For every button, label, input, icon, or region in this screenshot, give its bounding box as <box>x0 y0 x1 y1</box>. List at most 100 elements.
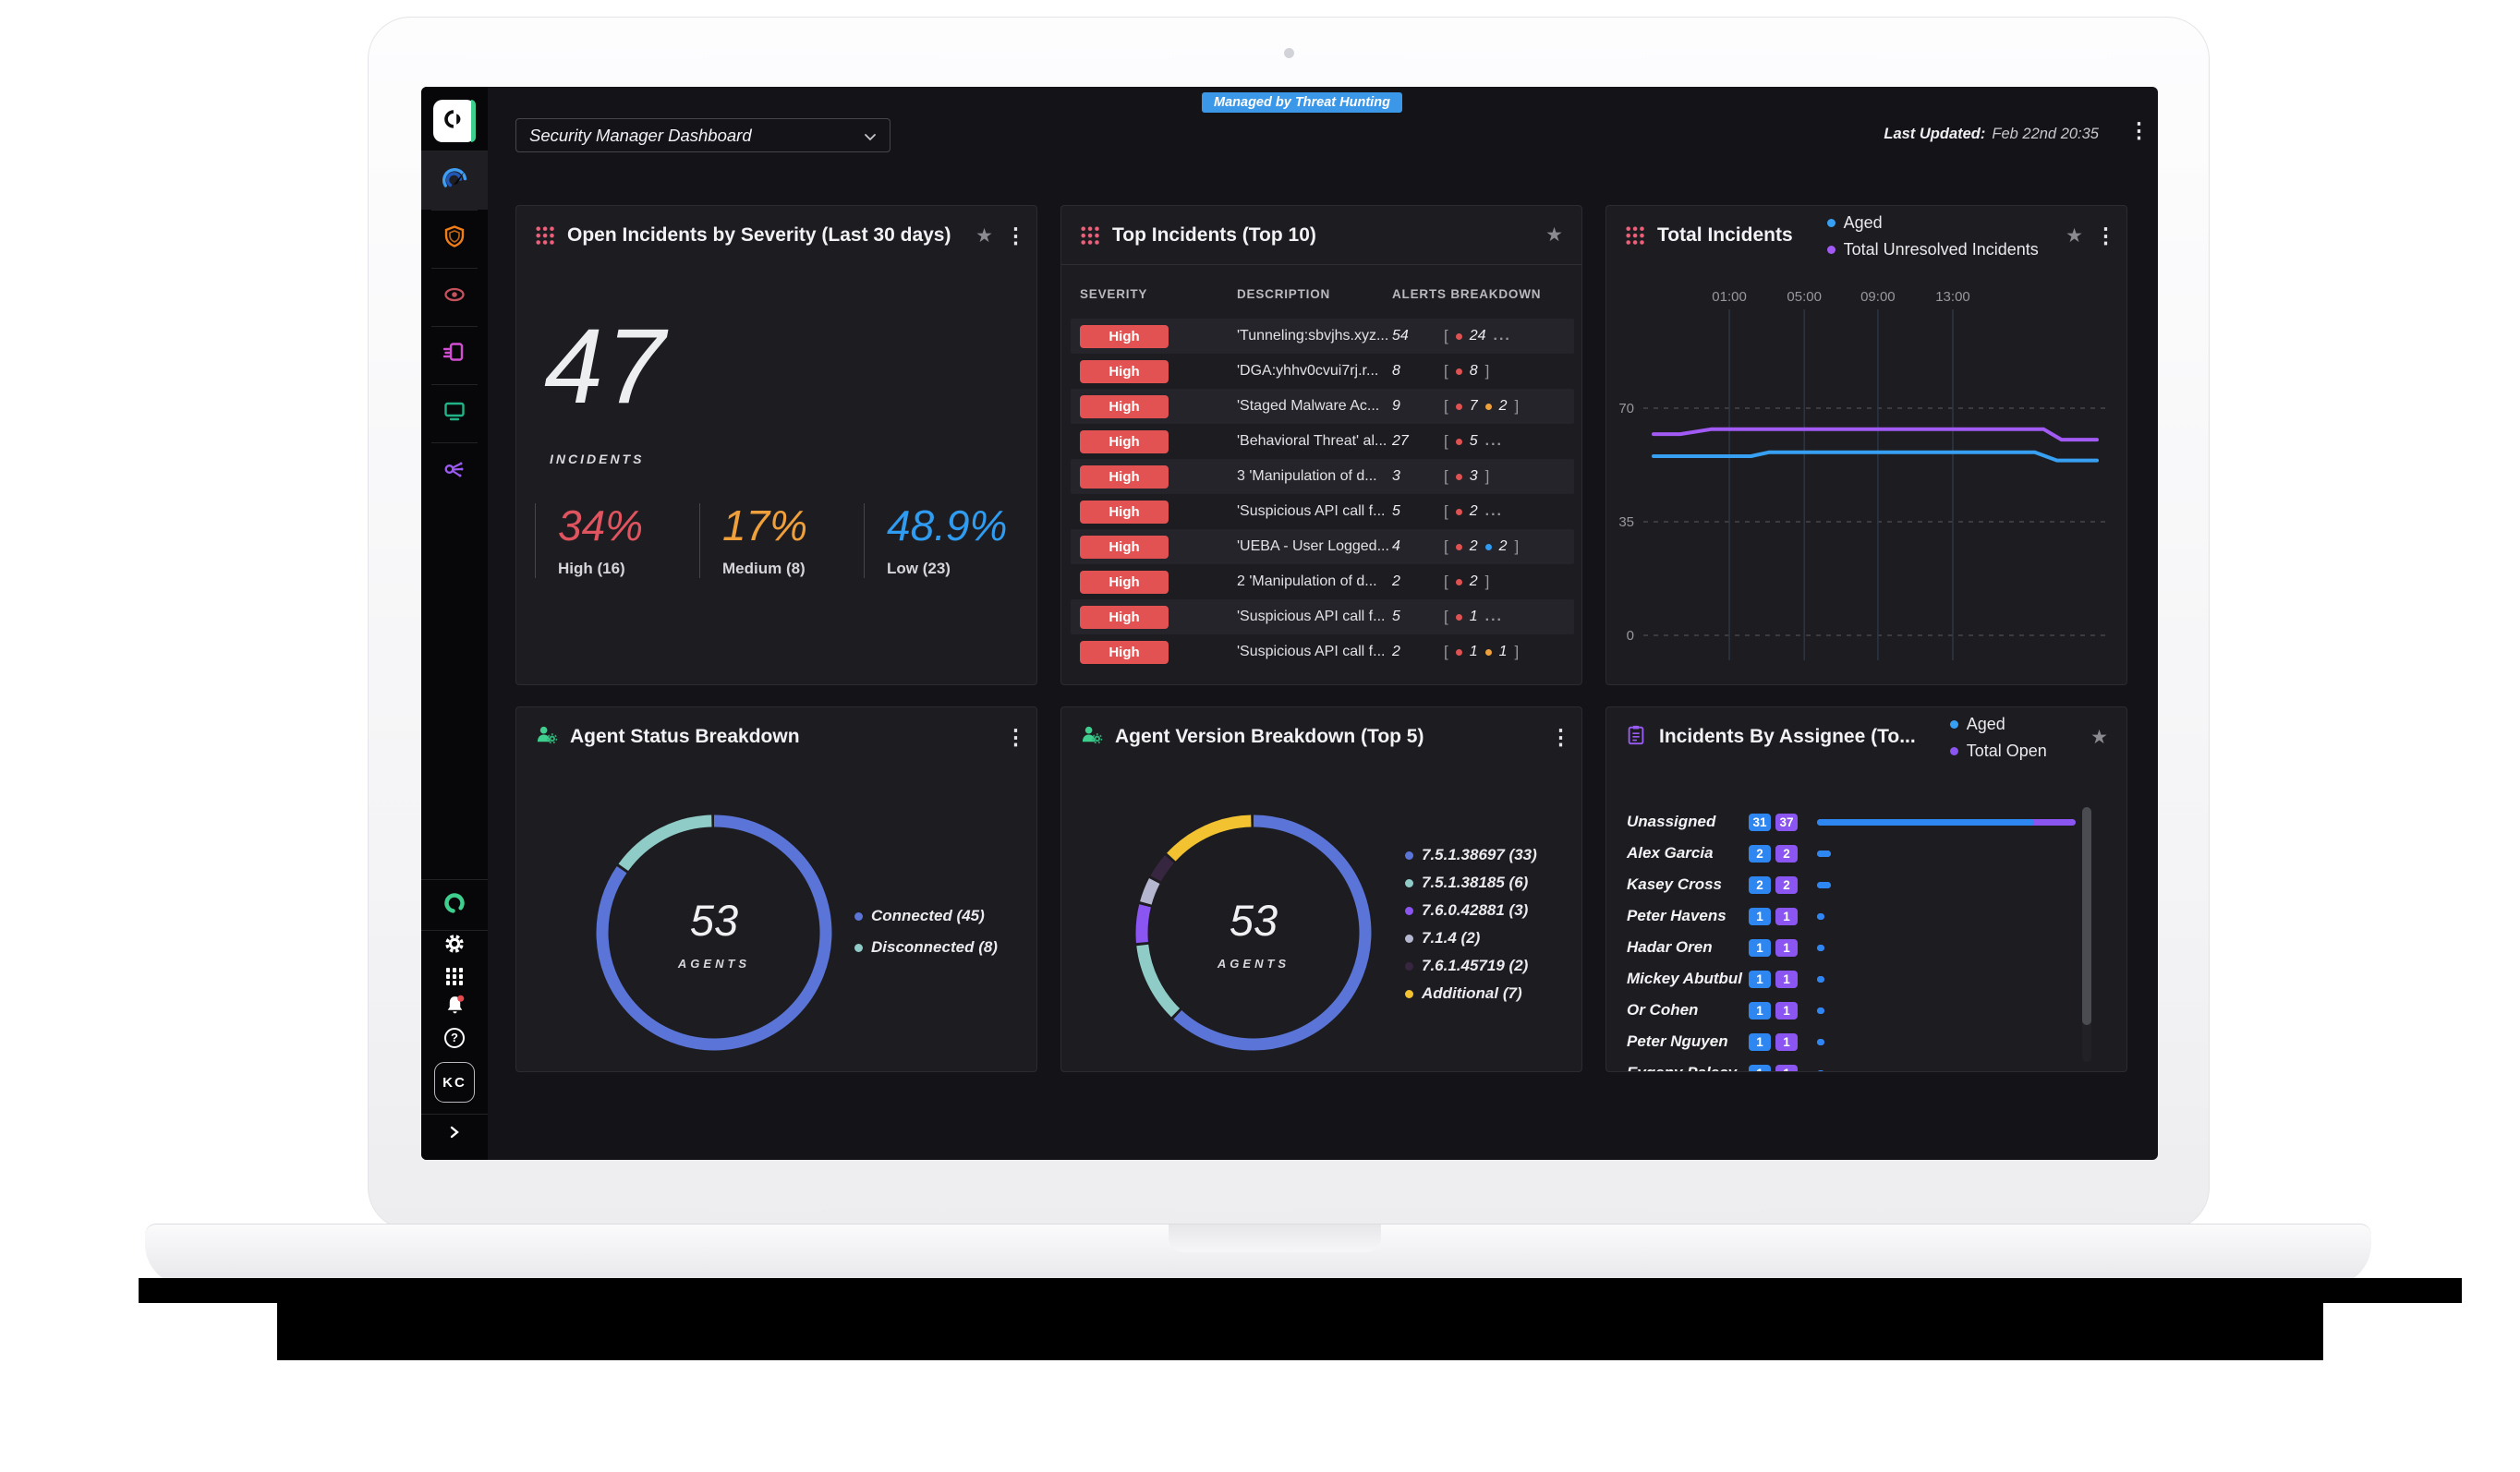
description-cell: 'Suspicious API call f... <box>1237 609 1386 624</box>
severity-dot <box>1455 368 1462 375</box>
chart-legend: Aged Total Open <box>1949 715 2047 761</box>
description-cell: 'Suspicious API call f... <box>1237 644 1386 659</box>
aged-bar <box>1817 818 2034 826</box>
table-row[interactable]: High 'Behavioral Threat' al... 27 [5... <box>1071 424 1574 459</box>
table-row[interactable]: High 2 'Manipulation of d... 2[2] <box>1071 564 1574 599</box>
table-row[interactable]: High 'Suspicious API call f... 5 [2... <box>1071 494 1574 529</box>
assignee-name: Hadar Oren <box>1627 938 1713 956</box>
sidebar-item-marketplace[interactable] <box>421 879 488 931</box>
card-title: Agent Version Breakdown (Top 5) <box>1115 726 1424 747</box>
dashboard-select[interactable]: Security Manager Dashboard <box>515 118 890 152</box>
bracket-close: ] <box>1484 467 1490 485</box>
star-icon[interactable]: ★ <box>2066 224 2083 247</box>
scrollbar-track[interactable] <box>2082 807 2091 1062</box>
sidebar-item-dashboard[interactable] <box>421 151 488 210</box>
severity-stat-label: Medium (8) <box>722 560 806 578</box>
table-row[interactable]: High 3 'Manipulation of d... 3[3] <box>1071 459 1574 494</box>
assignee-row[interactable]: Kasey Cross 2 2 <box>1627 869 2078 900</box>
star-icon[interactable]: ★ <box>1545 224 1563 246</box>
app-logo[interactable] <box>433 100 476 142</box>
assignee-row[interactable]: Peter Nguyen 1 1 <box>1627 1026 2078 1057</box>
legend-item: Disconnected (8) <box>854 938 998 957</box>
star-icon[interactable]: ★ <box>975 224 993 247</box>
legend-dot <box>854 943 863 952</box>
total-open-count-badge: 2 <box>1775 875 1798 894</box>
notifications-button[interactable] <box>421 992 488 1022</box>
svg-text:0: 0 <box>1627 628 1634 644</box>
assignee-row[interactable]: Alex Garcia 2 2 <box>1627 838 2078 869</box>
laptop-shadow <box>139 1278 2462 1303</box>
table-row[interactable]: High 'Suspicious API call f... 2 [1 1] <box>1071 634 1574 670</box>
settings-button[interactable] <box>421 931 488 961</box>
alert-count: 4 <box>1392 538 1400 554</box>
laptop-notch <box>1169 1225 1381 1252</box>
total-open-count-badge: 1 <box>1775 907 1798 925</box>
scrollbar-thumb[interactable] <box>2082 807 2091 1025</box>
sidebar-item-visibility[interactable] <box>421 268 488 326</box>
bracket-open: [ <box>1444 537 1448 555</box>
total-open-count-badge: 1 <box>1775 1001 1798 1020</box>
table-row[interactable]: High 'Staged Malware Ac... 9 [7 2] <box>1071 389 1574 424</box>
card-kebab-menu[interactable]: ⋮ <box>1005 724 1026 749</box>
alerts-breakdown: [1 1] <box>1444 643 1565 661</box>
breakdown-value: 24 <box>1469 328 1486 344</box>
column-description: DESCRIPTION <box>1237 287 1331 301</box>
assignee-bar <box>1817 1007 2078 1014</box>
description-cell: 'UEBA - User Logged... <box>1237 538 1389 554</box>
legend-label: Disconnected (8) <box>871 938 998 956</box>
aged-count-badge: 2 <box>1749 875 1771 894</box>
legend-label: Aged <box>1843 213 1883 232</box>
legend-dot <box>1826 246 1835 254</box>
total-open-count-badge: 37 <box>1775 813 1798 831</box>
legend-label: 7.6.1.45719 (2) <box>1422 957 1529 974</box>
severity-dot <box>1455 543 1462 550</box>
dashboard-select-value: Security Manager Dashboard <box>529 125 752 145</box>
avatar[interactable]: KC <box>434 1062 475 1103</box>
sidebar-item-protection[interactable] <box>421 210 488 268</box>
sidebar-expand-button[interactable] <box>421 1114 488 1154</box>
card-kebab-menu[interactable]: ⋮ <box>1005 223 1026 247</box>
donut-legend: 7.5.1.38697 (33) 7.5.1.38185 (6) 7.6.0.428… <box>1405 846 1537 1003</box>
logo-accent <box>471 100 476 142</box>
apps-button[interactable] <box>421 961 488 992</box>
assignee-name: Peter Havens <box>1627 907 1726 924</box>
description-cell: 'Tunneling:sbvjhs.xyz... <box>1237 328 1389 344</box>
sidebar-item-network[interactable] <box>421 442 488 501</box>
assignee-row[interactable]: Or Cohen 1 1 <box>1627 995 2078 1026</box>
sidebar-item-devices[interactable] <box>421 384 488 442</box>
breakdown-value: 2 <box>1498 538 1508 554</box>
severity-stat-label: Low (23) <box>887 560 951 578</box>
assignee-row[interactable]: Unassigned 31 37 <box>1627 806 2078 838</box>
card-kebab-menu[interactable]: ⋮ <box>1550 724 1571 749</box>
table-row[interactable]: High 'Tunneling:sbvjhs.xyz... 54 [24... <box>1071 319 1574 354</box>
assignee-name: Kasey Cross <box>1627 875 1723 893</box>
assignee-row[interactable]: Hadar Oren 1 1 <box>1627 932 2078 963</box>
bracket-close: ] <box>1514 537 1520 555</box>
card-kebab-menu[interactable]: ⋮ <box>2095 223 2116 247</box>
assignee-row[interactable]: Evgeny Palecy11 <box>1627 1057 2078 1071</box>
column-alerts-breakdown: ALERTS BREAKDOWN <box>1392 287 1542 301</box>
table-row[interactable]: High 'DGA:yhhv0cvui7rj.r... 8[8] <box>1071 354 1574 389</box>
help-button[interactable]: ? <box>421 1022 488 1053</box>
table-row[interactable]: High 'Suspicious API call f... 5 [1... <box>1071 599 1574 634</box>
severity-dot <box>1484 543 1492 550</box>
severity-dot <box>1455 473 1462 480</box>
severity-dot <box>1484 648 1492 656</box>
donut-legend: Connected (45) Disconnected (8) <box>854 907 998 957</box>
table-row[interactable]: High 'UEBA - User Logged... 4 [2 2] <box>1071 529 1574 564</box>
topbar-kebab-menu[interactable]: ⋮ <box>2128 118 2150 142</box>
star-icon[interactable]: ★ <box>2090 726 2108 748</box>
table-header: SEVERITY DESCRIPTION ALERTS BREAKDOWN <box>1080 287 1569 301</box>
aged-bar <box>1817 975 1824 983</box>
legend-item: 7.6.0.42881 (3) <box>1405 901 1537 920</box>
severity-badge: High <box>1080 429 1169 453</box>
breakdown-value: 8 <box>1469 363 1478 379</box>
alert-count: 5 <box>1392 609 1400 624</box>
assignee-row[interactable]: Mickey Abutbul 1 1 <box>1627 963 2078 995</box>
sidebar-item-reports[interactable] <box>421 326 488 384</box>
ellipsis: ... <box>1493 328 1511 344</box>
legend-dot <box>1405 878 1413 887</box>
breakdown-value: 1 <box>1469 609 1478 624</box>
bracket-open: [ <box>1444 467 1448 485</box>
assignee-row[interactable]: Peter Havens 1 1 <box>1627 900 2078 932</box>
